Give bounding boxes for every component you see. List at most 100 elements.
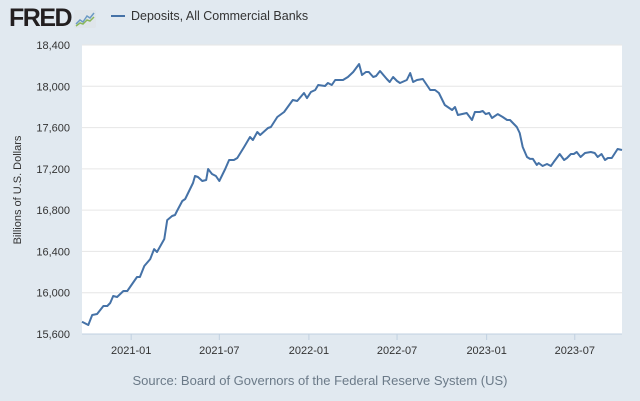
- data-point[interactable]: [232, 158, 236, 162]
- data-point[interactable]: [408, 71, 412, 75]
- data-point[interactable]: [537, 161, 541, 165]
- data-point[interactable]: [616, 147, 620, 151]
- data-point[interactable]: [391, 75, 395, 79]
- data-point[interactable]: [508, 118, 512, 122]
- data-point[interactable]: [565, 156, 569, 160]
- data-point[interactable]: [600, 152, 604, 156]
- data-point[interactable]: [593, 151, 597, 155]
- data-point[interactable]: [589, 150, 593, 154]
- data-point[interactable]: [465, 111, 469, 115]
- data-point[interactable]: [313, 88, 317, 92]
- data-point[interactable]: [214, 174, 218, 178]
- data-point[interactable]: [470, 118, 474, 122]
- data-point[interactable]: [545, 162, 549, 166]
- data-point[interactable]: [443, 103, 447, 107]
- data-point[interactable]: [620, 148, 624, 152]
- data-point[interactable]: [125, 289, 129, 293]
- data-point[interactable]: [309, 90, 313, 94]
- data-point[interactable]: [357, 62, 361, 66]
- data-point[interactable]: [583, 151, 587, 155]
- data-point[interactable]: [351, 70, 355, 74]
- data-point[interactable]: [291, 98, 295, 102]
- data-point[interactable]: [242, 145, 246, 149]
- data-point[interactable]: [152, 247, 156, 251]
- data-point[interactable]: [175, 209, 179, 213]
- data-point[interactable]: [223, 167, 227, 171]
- data-point[interactable]: [378, 69, 382, 73]
- data-point[interactable]: [200, 179, 204, 183]
- data-point[interactable]: [428, 88, 432, 92]
- data-point[interactable]: [227, 158, 231, 162]
- data-point[interactable]: [501, 115, 505, 119]
- data-point[interactable]: [490, 116, 494, 120]
- data-point[interactable]: [302, 91, 306, 95]
- data-point[interactable]: [558, 152, 562, 156]
- data-point[interactable]: [333, 78, 337, 82]
- data-point[interactable]: [295, 99, 299, 103]
- data-point[interactable]: [388, 80, 392, 84]
- data-point[interactable]: [248, 135, 252, 139]
- data-point[interactable]: [411, 80, 415, 84]
- data-point[interactable]: [204, 178, 208, 182]
- data-point[interactable]: [346, 75, 350, 79]
- data-point[interactable]: [610, 156, 614, 160]
- data-point[interactable]: [330, 83, 334, 87]
- data-point[interactable]: [183, 197, 187, 201]
- data-point[interactable]: [456, 113, 460, 117]
- data-point[interactable]: [323, 84, 327, 88]
- data-point[interactable]: [162, 237, 166, 241]
- data-point[interactable]: [316, 83, 320, 87]
- data-point[interactable]: [142, 264, 146, 268]
- fred-logo[interactable]: FRED: [9, 6, 97, 31]
- data-point[interactable]: [484, 112, 488, 116]
- data-point[interactable]: [282, 110, 286, 114]
- data-point[interactable]: [251, 138, 255, 142]
- data-point[interactable]: [473, 110, 477, 114]
- data-point[interactable]: [515, 125, 519, 129]
- data-point[interactable]: [108, 301, 112, 305]
- data-point[interactable]: [518, 131, 522, 135]
- data-point[interactable]: [138, 275, 142, 279]
- data-point[interactable]: [269, 125, 273, 129]
- data-point[interactable]: [305, 96, 309, 100]
- data-point[interactable]: [80, 320, 84, 324]
- data-point[interactable]: [453, 105, 457, 109]
- data-point[interactable]: [95, 312, 99, 316]
- data-point[interactable]: [579, 155, 583, 159]
- legend[interactable]: Deposits, All Commercial Banks: [111, 9, 308, 23]
- data-point[interactable]: [165, 218, 169, 222]
- data-point[interactable]: [552, 160, 556, 164]
- data-point[interactable]: [367, 70, 371, 74]
- data-point[interactable]: [405, 78, 409, 82]
- data-point[interactable]: [606, 156, 610, 160]
- data-point[interactable]: [531, 157, 535, 161]
- data-point[interactable]: [541, 164, 545, 168]
- data-point[interactable]: [398, 81, 402, 85]
- data-point[interactable]: [210, 172, 214, 176]
- data-point[interactable]: [415, 78, 419, 82]
- data-point[interactable]: [191, 181, 195, 185]
- data-point[interactable]: [105, 304, 109, 308]
- data-point[interactable]: [450, 108, 454, 112]
- data-point[interactable]: [235, 156, 239, 160]
- data-point[interactable]: [90, 313, 94, 317]
- series-line-deposits[interactable]: [81, 63, 623, 326]
- data-point[interactable]: [374, 74, 378, 78]
- data-point[interactable]: [258, 133, 262, 137]
- data-point[interactable]: [196, 175, 200, 179]
- data-point[interactable]: [360, 73, 364, 77]
- data-point[interactable]: [433, 88, 437, 92]
- data-point[interactable]: [121, 289, 125, 293]
- data-point[interactable]: [217, 179, 221, 183]
- data-point[interactable]: [115, 295, 119, 299]
- data-point[interactable]: [575, 150, 579, 154]
- data-point[interactable]: [496, 112, 500, 116]
- data-point[interactable]: [421, 77, 425, 81]
- data-point[interactable]: [521, 145, 525, 149]
- data-point[interactable]: [155, 250, 159, 254]
- data-point[interactable]: [206, 167, 210, 171]
- data-point[interactable]: [487, 111, 491, 115]
- data-point[interactable]: [275, 115, 279, 119]
- data-point[interactable]: [86, 323, 90, 327]
- data-point[interactable]: [255, 130, 259, 134]
